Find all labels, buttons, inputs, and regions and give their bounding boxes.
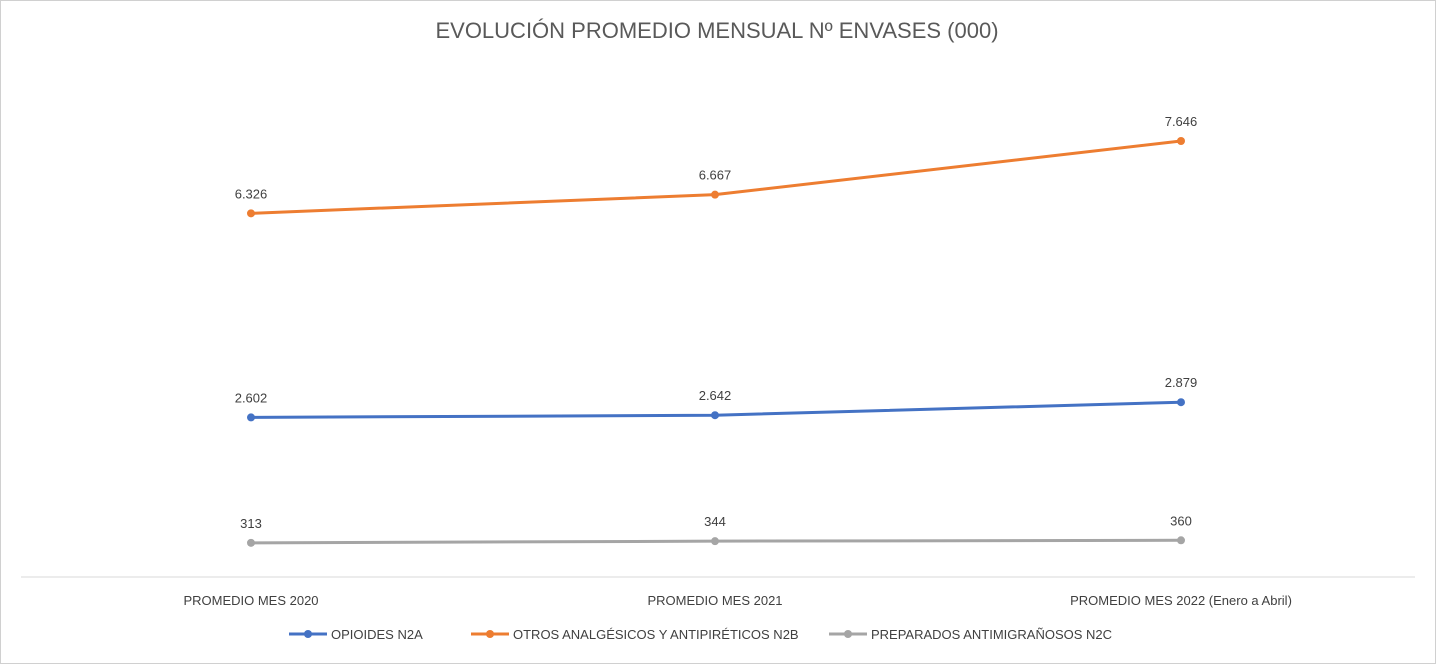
data-label: 7.646: [1165, 114, 1198, 129]
legend-label: OPIOIDES N2A: [331, 627, 423, 642]
data-point: [711, 537, 719, 546]
x-tick-label: PROMEDIO MES 2022 (Enero a Abril): [1070, 593, 1292, 608]
legend-marker-icon: [844, 630, 852, 638]
data-label: 6.667: [699, 168, 732, 183]
data-point: [711, 411, 719, 420]
series-2: [247, 137, 1185, 218]
legend: OPIOIDES N2A OTROS ANALGÉSICOS Y ANTIPIRÉ…: [289, 627, 1112, 642]
x-tick-label: PROMEDIO MES 2020: [183, 593, 318, 608]
data-label: 313: [240, 516, 262, 531]
data-point: [711, 190, 719, 199]
data-point: [247, 209, 255, 218]
series-3: [247, 536, 1185, 547]
data-point: [1177, 398, 1185, 407]
series-layer: [247, 137, 1185, 547]
legend-marker-icon: [486, 630, 494, 638]
x-tick-labels: PROMEDIO MES 2020 PROMEDIO MES 2021 PROMED…: [183, 593, 1291, 608]
legend-label: PREPARADOS ANTIMIGRAÑOSOS N2C: [871, 627, 1112, 642]
data-point: [247, 413, 255, 422]
data-label: 2.642: [699, 388, 732, 403]
data-point: [247, 538, 255, 547]
series-1: [247, 398, 1185, 422]
data-labels-layer: 2.602 2.642 2.879 6.326 6.667 7.646 313 344 360: [235, 114, 1198, 531]
legend-marker-icon: [304, 630, 312, 638]
chart-title: EVOLUCIÓN PROMEDIO MENSUAL Nº ENVASES (0…: [435, 18, 998, 43]
data-label: 344: [704, 514, 726, 529]
legend-entry: OTROS ANALGÉSICOS Y ANTIPIRÉTICOS N2B: [471, 627, 799, 642]
legend-label: OTROS ANALGÉSICOS Y ANTIPIRÉTICOS N2B: [513, 627, 799, 642]
data-label: 360: [1170, 513, 1192, 528]
data-point: [1177, 536, 1185, 545]
data-label: 6.326: [235, 186, 268, 201]
legend-entry: OPIOIDES N2A: [289, 627, 423, 642]
data-label: 2.602: [235, 390, 268, 405]
legend-entry: PREPARADOS ANTIMIGRAÑOSOS N2C: [829, 627, 1112, 642]
data-label: 2.879: [1165, 375, 1198, 390]
x-tick-label: PROMEDIO MES 2021: [647, 593, 782, 608]
data-point: [1177, 137, 1185, 145]
